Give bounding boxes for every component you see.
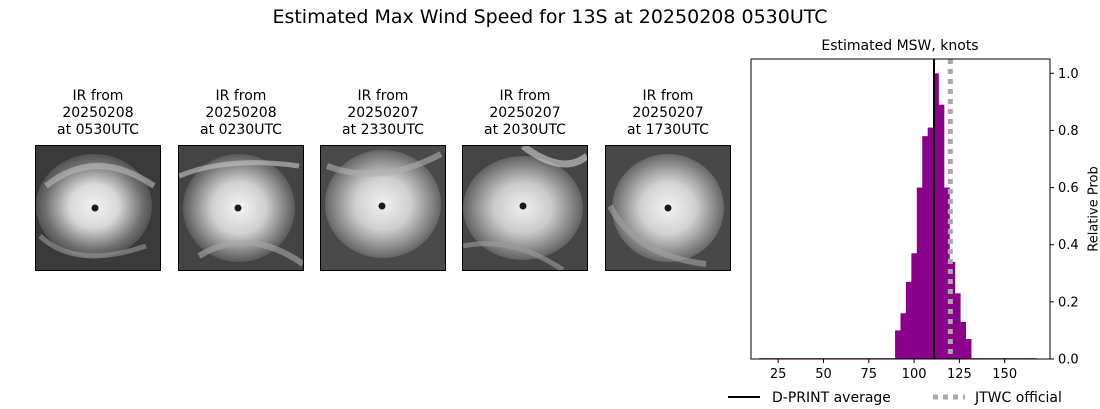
- ir-panel-title: IR from 20250207 at 2330UTC: [320, 88, 446, 139]
- ir-panel-title: IR from 20250207 at 1730UTC: [605, 88, 731, 139]
- histogram-bar: [965, 339, 972, 359]
- histogram-bar: [960, 321, 967, 359]
- x-tick-label: 100: [902, 367, 927, 382]
- ir-title-date: 20250207: [347, 105, 419, 121]
- ir-panel-3: IR from 20250207 at 2330UTC: [320, 88, 446, 271]
- ir-title-time: at 2330UTC: [342, 122, 424, 138]
- ir-title-line: IR from: [357, 88, 409, 104]
- ir-title-line: IR from: [72, 88, 124, 104]
- ir-title-time: at 2030UTC: [484, 122, 566, 138]
- ir-panel-title: IR from 20250208 at 0530UTC: [35, 88, 161, 139]
- ir-panel-2: IR from 20250208 at 0230UTC: [178, 88, 304, 271]
- legend-label: D-PRINT average: [772, 390, 891, 406]
- histogram-bar: [938, 104, 945, 359]
- y-tick-label: 0.8: [1058, 124, 1079, 139]
- ir-title-line: IR from: [499, 88, 551, 104]
- ir-satellite-image: [178, 145, 304, 271]
- ir-title-time: at 1730UTC: [627, 122, 709, 138]
- y-tick-label: 0.0: [1058, 353, 1079, 368]
- y-tick-label: 1.0: [1058, 67, 1079, 82]
- ir-title-date: 20250207: [632, 105, 704, 121]
- histogram-bar: [922, 136, 928, 359]
- histogram-bar: [916, 187, 923, 359]
- x-tick-label: 25: [770, 367, 787, 382]
- ir-title-date: 20250207: [489, 105, 561, 121]
- legend: D-PRINT average JTWC official: [728, 390, 1062, 406]
- histogram-bar: [927, 127, 934, 359]
- x-tick-label: 125: [947, 367, 972, 382]
- ir-satellite-image: [35, 145, 161, 271]
- chart-title: Estimated MSW, knots: [821, 38, 978, 54]
- ir-panel-1: IR from 20250208 at 0530UTC: [35, 88, 161, 271]
- x-tick-label: 75: [861, 367, 878, 382]
- histogram-bar: [954, 293, 961, 359]
- ir-title-date: 20250208: [205, 105, 277, 121]
- histogram-bar: [933, 73, 939, 360]
- ir-panel-title: IR from 20250208 at 0230UTC: [178, 88, 304, 139]
- ir-panel-5: IR from 20250207 at 1730UTC: [605, 88, 731, 271]
- ir-title-line: IR from: [215, 88, 267, 104]
- histogram-bar: [900, 313, 907, 359]
- ir-satellite-image: [605, 145, 731, 271]
- ir-title-date: 20250208: [62, 105, 134, 121]
- histogram-bar: [943, 187, 950, 359]
- ir-title-time: at 0530UTC: [57, 122, 139, 138]
- y-tick-label: 0.2: [1058, 295, 1079, 310]
- ir-panel-4: IR from 20250207 at 2030UTC: [462, 88, 588, 271]
- y-axis-label: Relative Prob: [1087, 166, 1100, 251]
- figure-title: Estimated Max Wind Speed for 13S at 2025…: [272, 6, 828, 28]
- ir-title-line: IR from: [642, 88, 694, 104]
- ir-panel-title: IR from 20250207 at 2030UTC: [462, 88, 588, 139]
- ir-satellite-image: [320, 145, 446, 271]
- histogram-bar: [911, 253, 918, 359]
- y-tick-label: 0.6: [1058, 181, 1079, 196]
- legend-label: JTWC official: [974, 390, 1062, 406]
- histogram-bar: [905, 281, 912, 359]
- plot-frame: [750, 58, 1051, 360]
- histogram-bar: [895, 330, 901, 359]
- ir-title-time: at 0230UTC: [200, 122, 282, 138]
- y-tick-label: 0.4: [1058, 238, 1079, 253]
- x-tick-label: 150: [992, 367, 1017, 382]
- x-tick-label: 50: [815, 367, 832, 382]
- ir-satellite-image: [462, 145, 588, 271]
